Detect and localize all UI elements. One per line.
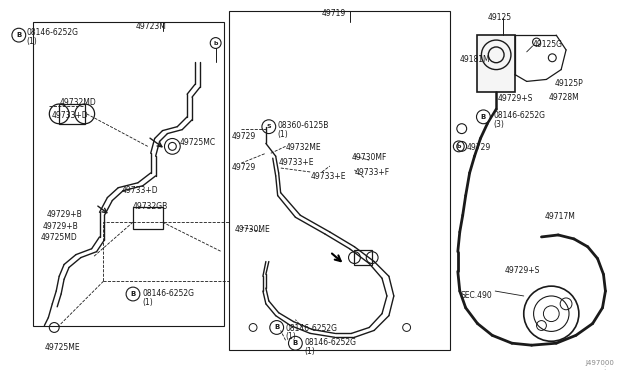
- Text: (3): (3): [493, 120, 504, 129]
- Circle shape: [289, 336, 302, 350]
- Circle shape: [211, 38, 221, 48]
- Circle shape: [126, 287, 140, 301]
- Text: 49729: 49729: [467, 144, 491, 153]
- Text: 49733+F: 49733+F: [355, 168, 390, 177]
- Text: b: b: [456, 144, 461, 149]
- Bar: [355, 250, 372, 266]
- Text: 49729: 49729: [232, 132, 255, 141]
- Text: 49181M: 49181M: [460, 55, 490, 64]
- Text: J497000: J497000: [586, 360, 614, 366]
- Text: 49723M: 49723M: [136, 22, 167, 31]
- Text: 49725MC: 49725MC: [179, 138, 216, 147]
- Text: 49733+D: 49733+D: [121, 186, 158, 195]
- Bar: [59, 104, 84, 124]
- Bar: [104, 222, 230, 281]
- Text: SEC.490: SEC.490: [461, 291, 493, 300]
- Text: 49729+B: 49729+B: [42, 222, 78, 231]
- Text: 08146-6252G: 08146-6252G: [143, 289, 195, 298]
- Text: (1): (1): [143, 298, 154, 307]
- Text: 49719: 49719: [322, 9, 346, 17]
- Text: B: B: [131, 291, 136, 297]
- Text: 49125G: 49125G: [532, 40, 563, 49]
- Text: 49725MD: 49725MD: [40, 233, 77, 242]
- Text: 08146-6252G: 08146-6252G: [285, 324, 337, 333]
- Text: b: b: [214, 41, 218, 45]
- Text: 49733+D: 49733+D: [51, 111, 88, 120]
- Text: 49725ME: 49725ME: [44, 343, 80, 352]
- Bar: [33, 22, 223, 326]
- Text: 08146-6252G: 08146-6252G: [27, 28, 79, 37]
- Text: 49732MD: 49732MD: [59, 98, 96, 107]
- Text: (1): (1): [27, 37, 37, 46]
- Text: S: S: [266, 124, 271, 129]
- Bar: [230, 10, 450, 350]
- Text: (1): (1): [304, 347, 315, 356]
- Text: 49730MF: 49730MF: [351, 153, 387, 162]
- Text: (1): (1): [285, 333, 296, 341]
- Text: 08146-6252G: 08146-6252G: [304, 338, 356, 347]
- Text: 49733+E: 49733+E: [310, 172, 346, 181]
- Text: 49125P: 49125P: [554, 80, 583, 89]
- Circle shape: [270, 321, 284, 334]
- Circle shape: [453, 141, 464, 152]
- Text: 49729+S: 49729+S: [497, 94, 532, 103]
- Text: B: B: [274, 324, 279, 330]
- Text: 49729: 49729: [232, 163, 255, 172]
- Text: (1): (1): [278, 129, 289, 139]
- Text: :: :: [604, 365, 606, 371]
- Text: 49732GB: 49732GB: [133, 202, 168, 211]
- Circle shape: [12, 28, 26, 42]
- Text: 49729+S: 49729+S: [505, 266, 540, 275]
- Text: 49125: 49125: [487, 13, 511, 22]
- Text: 08146-6252G: 08146-6252G: [493, 111, 545, 120]
- Bar: [133, 208, 163, 229]
- Text: 49730ME: 49730ME: [234, 225, 270, 234]
- Text: 49728M: 49728M: [548, 93, 579, 102]
- Circle shape: [262, 120, 276, 134]
- Text: 49717M: 49717M: [545, 212, 575, 221]
- Circle shape: [477, 110, 490, 124]
- Text: 08360-6125B: 08360-6125B: [278, 121, 329, 130]
- Text: B: B: [292, 340, 298, 346]
- Text: 49732ME: 49732ME: [285, 144, 321, 153]
- Bar: [477, 35, 515, 92]
- Text: 49729+B: 49729+B: [46, 210, 82, 219]
- Text: B: B: [481, 114, 486, 120]
- Text: 49733+E: 49733+E: [278, 158, 314, 167]
- Text: B: B: [16, 32, 21, 38]
